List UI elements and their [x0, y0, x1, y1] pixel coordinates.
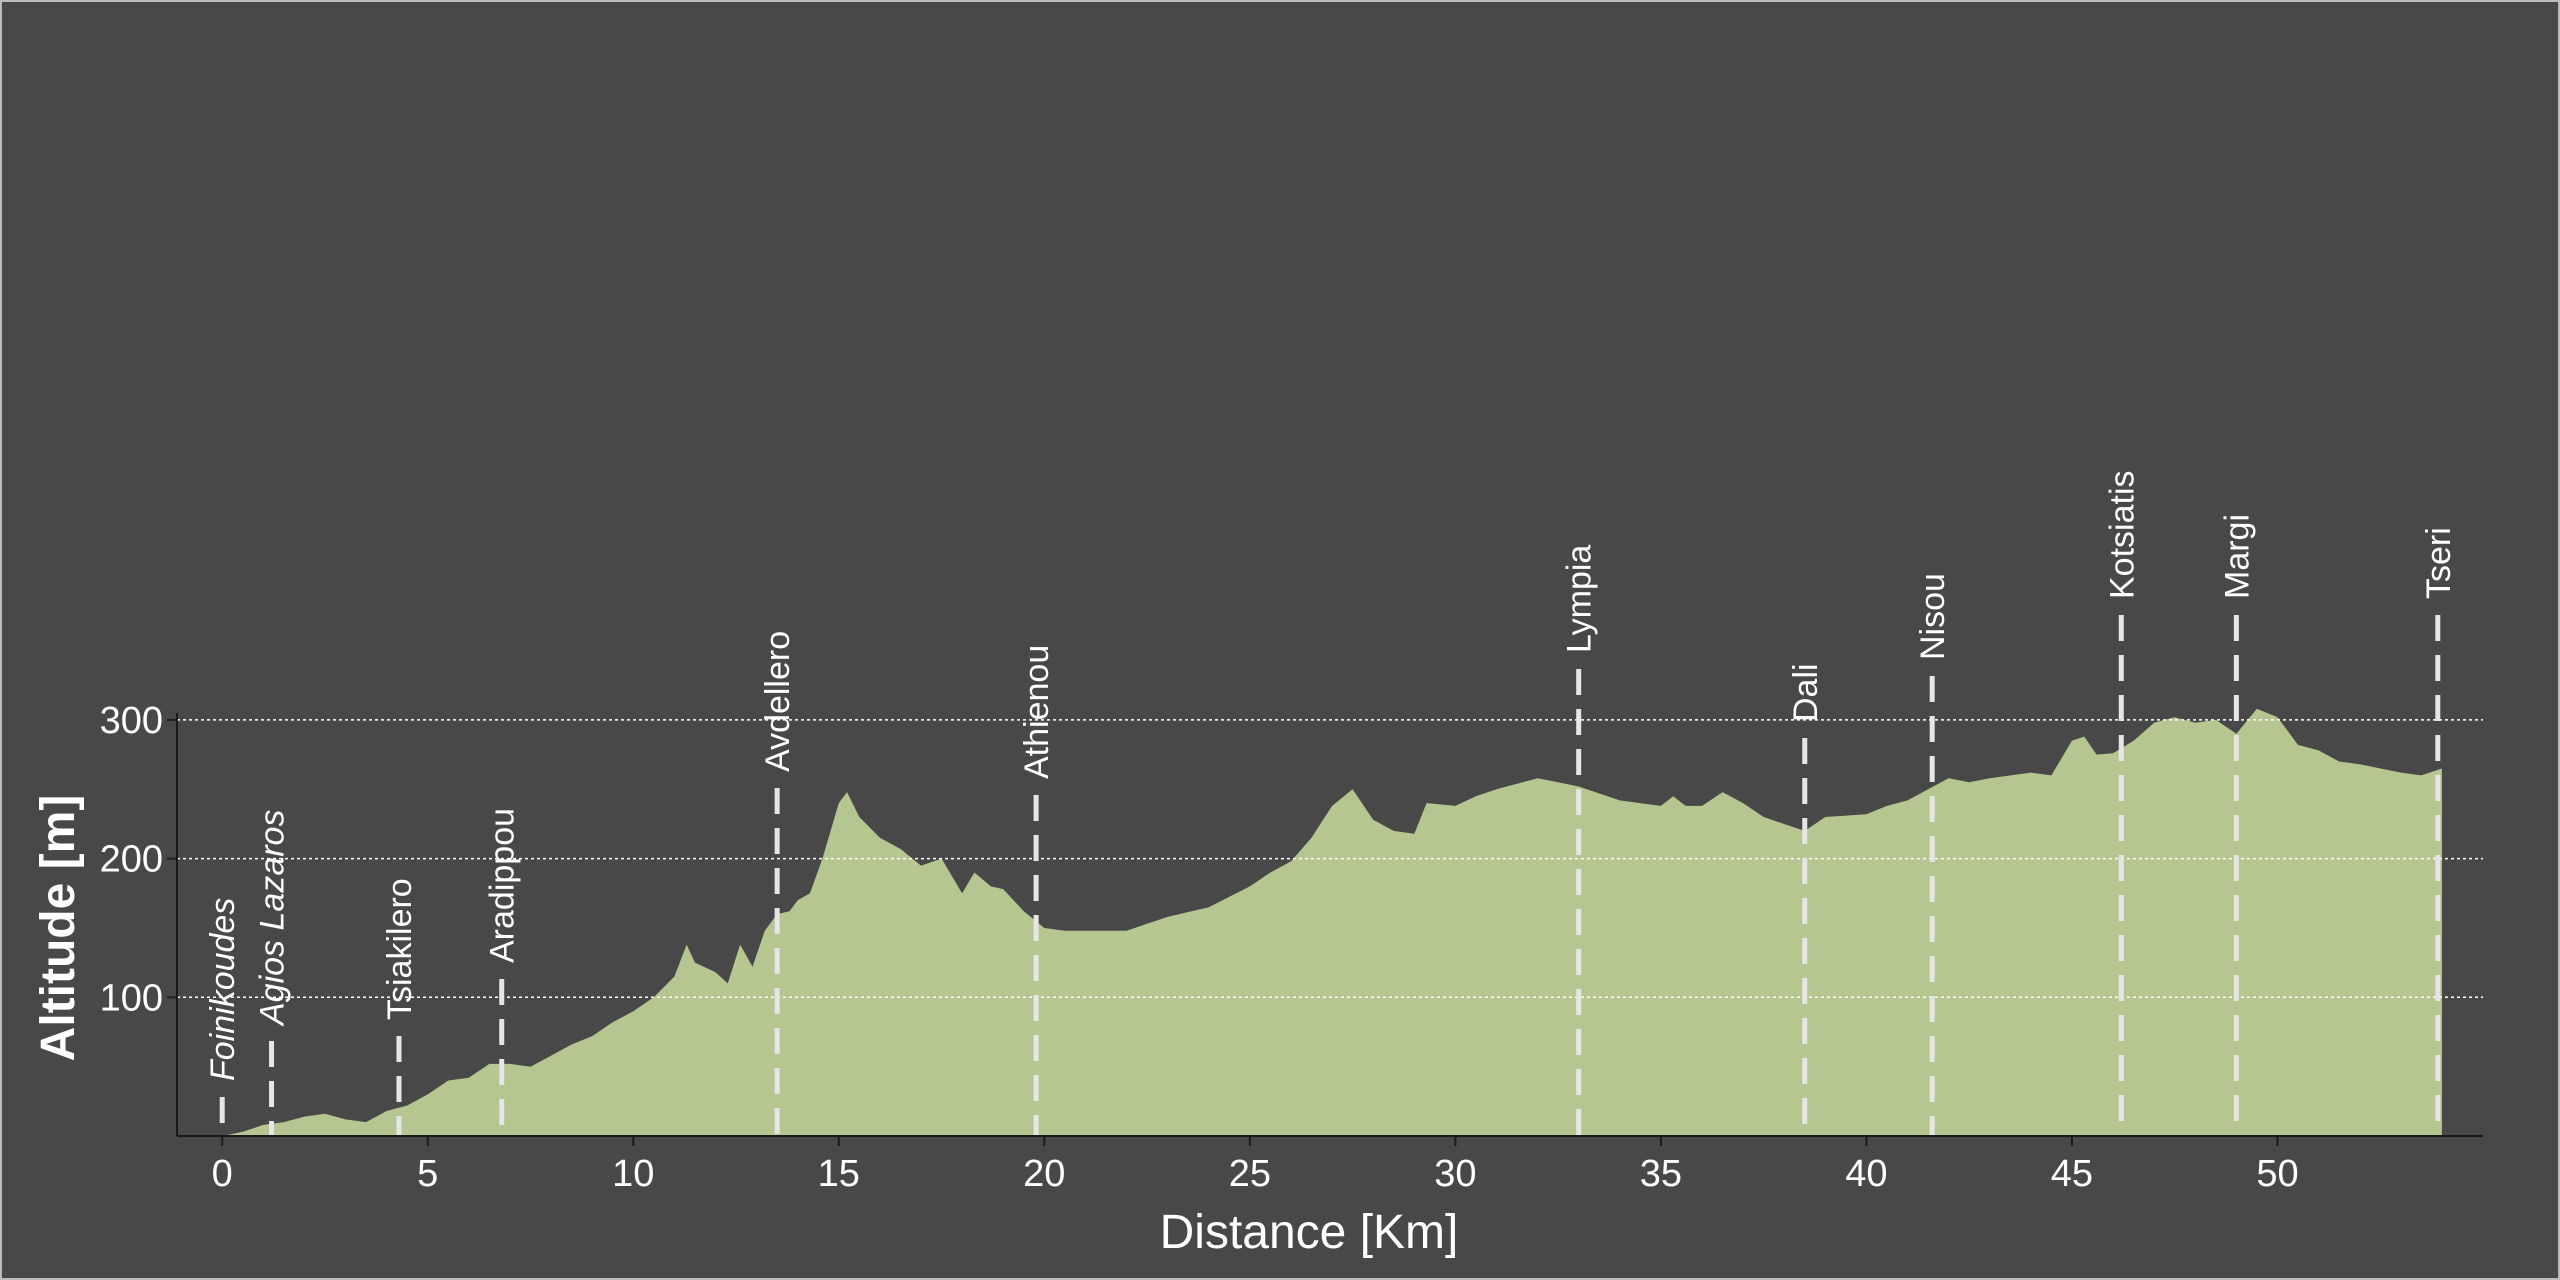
marker-label: Nisou — [1914, 573, 1952, 660]
marker-label: Tseri — [2420, 527, 2458, 599]
x-tick-label: 10 — [612, 1153, 654, 1195]
marker-label: Dali — [1787, 663, 1825, 722]
marker-label: Margi — [2218, 514, 2256, 599]
marker-label: Tsiakilero — [381, 878, 419, 1020]
y-tick-label: 300 — [100, 700, 163, 742]
x-tick-label: 30 — [1434, 1153, 1476, 1195]
x-tick-label: 35 — [1640, 1153, 1682, 1195]
x-tick-label: 50 — [2256, 1153, 2298, 1195]
marker-label: Agios Lazaros — [254, 810, 292, 1027]
marker-label: Kotsiatis — [2103, 471, 2141, 600]
x-tick-label: 25 — [1229, 1153, 1271, 1195]
marker-label: Avdellero — [759, 631, 797, 772]
x-tick-label: 20 — [1023, 1153, 1065, 1195]
x-tick-label: 15 — [818, 1153, 860, 1195]
y-tick-label: 100 — [100, 977, 163, 1019]
marker-label: Athienou — [1018, 645, 1056, 779]
x-tick-label: 0 — [212, 1153, 233, 1195]
x-axis-title: Distance [Km] — [1160, 1206, 1459, 1259]
x-tick-label: 40 — [1845, 1153, 1887, 1195]
y-tick-label: 200 — [100, 839, 163, 881]
marker-label: Foinikoudes — [204, 898, 242, 1081]
marker-label: Lympia — [1561, 545, 1599, 653]
y-axis-title: Altitude [m] — [32, 795, 85, 1062]
marker-label: Aradippou — [484, 808, 522, 963]
x-tick-label: 45 — [2051, 1153, 2093, 1195]
x-tick-label: 5 — [417, 1153, 438, 1195]
